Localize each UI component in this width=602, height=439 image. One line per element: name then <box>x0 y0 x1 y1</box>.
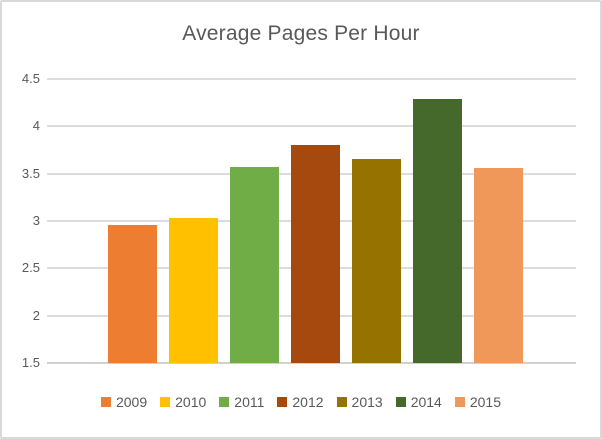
y-tick-label: 3 <box>32 213 40 228</box>
legend-label: 2015 <box>469 394 502 410</box>
legend-label: 2010 <box>175 394 207 410</box>
gridline <box>47 125 576 128</box>
legend-swatch-icon <box>160 397 171 407</box>
legend-swatch-icon <box>100 397 111 407</box>
y-tick-label: 2.5 <box>21 260 40 276</box>
bar-2010 <box>169 218 218 363</box>
gridline <box>47 78 576 80</box>
legend-item-2009: 2009 <box>100 394 148 410</box>
y-tick-label: 4.5 <box>21 71 40 86</box>
legend-item-2012: 2012 <box>277 394 324 410</box>
y-tick-label: 2 <box>32 307 40 323</box>
bar-2012 <box>291 145 340 363</box>
legend-label: 2011 <box>234 394 265 410</box>
legend-label: 2014 <box>410 394 442 410</box>
legend-swatch-icon <box>336 397 347 407</box>
legend-item-2013: 2013 <box>336 394 383 410</box>
bar-2013 <box>352 159 401 363</box>
y-tick-label: 1.5 <box>21 355 40 370</box>
legend-label: 2013 <box>351 394 383 410</box>
legend-swatch-icon <box>454 397 465 407</box>
legend-item-2015: 2015 <box>454 394 502 410</box>
legend-swatch-icon <box>219 397 230 407</box>
y-tick-label: 3.5 <box>21 165 40 181</box>
bar-2011 <box>230 167 279 363</box>
legend-swatch-icon <box>277 397 288 407</box>
legend-swatch-icon <box>395 397 406 407</box>
legend-item-2014: 2014 <box>395 394 442 410</box>
legend-item-2011: 2011 <box>219 394 264 410</box>
bar-2015 <box>474 167 523 363</box>
legend-label: 2012 <box>292 394 324 410</box>
legend-label: 2009 <box>115 394 148 410</box>
y-tick-label: 4 <box>32 118 40 134</box>
chart-title: Average Pages Per Hour <box>182 22 420 45</box>
bar-2014 <box>413 98 462 363</box>
legend: 2009 2010 2011 2012 2013 2014 2015 <box>2 394 600 410</box>
legend-item-2010: 2010 <box>160 394 206 410</box>
x-axis-line <box>47 362 576 364</box>
bar-2009 <box>108 224 157 363</box>
